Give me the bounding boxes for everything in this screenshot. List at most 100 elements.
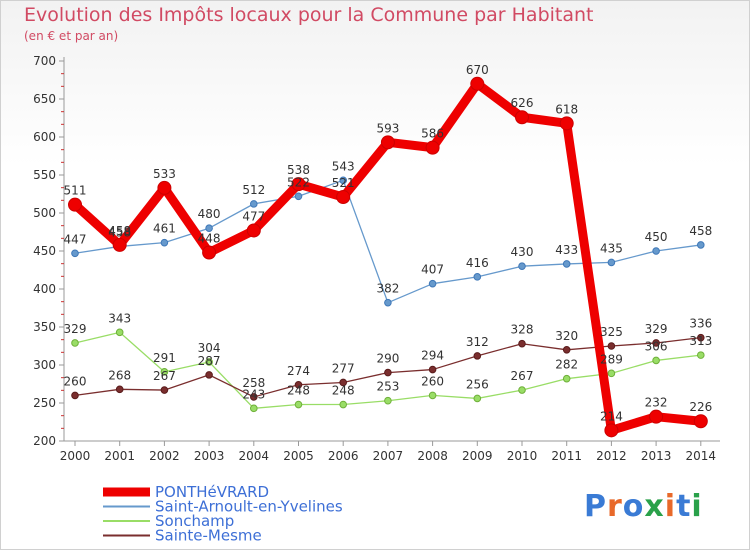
x-tick-label: 2004 — [239, 449, 270, 463]
data-point — [68, 197, 82, 212]
data-point — [697, 333, 705, 342]
data-label: 289 — [600, 352, 623, 366]
data-point — [294, 400, 303, 409]
y-tick-label: 650 — [33, 92, 56, 106]
x-tick-label: 2011 — [551, 449, 582, 463]
data-point — [562, 374, 571, 383]
data-label: 477 — [242, 209, 265, 223]
data-label: 268 — [108, 368, 131, 382]
data-label: 267 — [153, 369, 176, 383]
data-label: 294 — [421, 349, 444, 363]
x-tick-label: 2000 — [60, 449, 91, 463]
x-tick-label: 2002 — [149, 449, 180, 463]
x-tick-label: 2010 — [507, 449, 538, 463]
data-label: 543 — [332, 159, 355, 173]
data-label: 329 — [64, 322, 87, 336]
data-point — [428, 365, 437, 374]
data-label: 430 — [511, 245, 534, 259]
data-point — [473, 394, 482, 403]
y-tick-label: 450 — [33, 244, 56, 258]
x-tick-label: 2009 — [462, 449, 493, 463]
data-label: 260 — [421, 374, 444, 388]
data-point — [562, 346, 571, 354]
data-label: 433 — [555, 243, 578, 257]
data-label: 312 — [466, 335, 489, 349]
data-point — [71, 339, 79, 347]
data-label: 382 — [376, 282, 399, 296]
data-point — [380, 135, 395, 150]
proxiti-logo: Proxiti — [584, 489, 703, 524]
data-label: 458 — [108, 224, 131, 238]
data-label: 253 — [376, 380, 399, 394]
y-tick-label: 300 — [33, 358, 56, 372]
data-label: 533 — [153, 167, 176, 181]
data-point — [160, 368, 169, 376]
x-tick-label: 2005 — [283, 449, 314, 463]
data-point — [202, 245, 217, 260]
data-point — [693, 414, 708, 429]
data-point — [291, 177, 306, 192]
x-tick-label: 2006 — [328, 449, 359, 463]
data-label: 267 — [511, 369, 534, 383]
data-point — [559, 116, 574, 131]
data-label: 511 — [64, 184, 87, 198]
data-label: 670 — [466, 63, 489, 77]
legend-label: Saint-Arnoult-en-Yvelines — [155, 498, 343, 516]
data-label: 226 — [689, 400, 712, 414]
x-tick-label: 2013 — [641, 449, 672, 463]
data-point — [607, 369, 616, 378]
data-label: 243 — [242, 387, 265, 401]
data-label: 450 — [645, 230, 668, 244]
data-label: 538 — [287, 163, 310, 177]
data-point — [160, 386, 169, 394]
data-point — [518, 262, 526, 271]
data-point — [697, 241, 705, 249]
data-point — [384, 368, 392, 377]
data-point — [339, 378, 348, 387]
data-point — [562, 260, 571, 268]
data-label: 593 — [376, 121, 399, 135]
x-tick-label: 2007 — [373, 449, 404, 463]
y-tick-label: 600 — [33, 130, 56, 144]
data-point — [649, 409, 664, 424]
data-label: 336 — [689, 317, 712, 331]
data-label: 458 — [108, 225, 131, 239]
x-tick-label: 2001 — [104, 449, 135, 463]
data-point — [294, 380, 303, 389]
data-label: 328 — [511, 323, 534, 337]
data-label: 343 — [108, 311, 131, 325]
y-tick-label: 550 — [33, 168, 56, 182]
y-tick-label: 200 — [33, 434, 56, 448]
data-label: 626 — [511, 96, 534, 110]
data-point — [470, 76, 485, 91]
data-label: 407 — [421, 263, 444, 277]
data-point — [250, 200, 258, 208]
legend-label: Sainte-Mesme — [155, 527, 262, 545]
y-tick-label: 700 — [33, 54, 56, 68]
data-label: 325 — [600, 325, 623, 339]
data-point — [473, 352, 482, 360]
data-point — [515, 110, 529, 125]
data-point — [71, 249, 79, 258]
data-point — [336, 190, 351, 205]
data-label: 274 — [287, 364, 310, 378]
data-point — [157, 180, 172, 195]
data-label: 291 — [153, 351, 176, 365]
chart-subtitle: (en € et par an) — [24, 29, 119, 43]
data-label: 277 — [332, 361, 355, 375]
data-label: 448 — [198, 232, 221, 246]
data-label: 306 — [645, 339, 668, 353]
data-point — [604, 423, 619, 438]
data-point — [115, 385, 124, 394]
data-label: 512 — [242, 183, 265, 197]
data-point — [607, 258, 616, 267]
data-label: 248 — [332, 384, 355, 398]
data-label: 329 — [645, 322, 668, 336]
data-point — [71, 391, 79, 400]
data-point — [115, 328, 124, 337]
data-point — [294, 192, 303, 201]
data-point — [428, 279, 437, 288]
data-point — [697, 351, 705, 359]
data-label: 256 — [466, 377, 489, 391]
data-label: 282 — [555, 358, 578, 372]
